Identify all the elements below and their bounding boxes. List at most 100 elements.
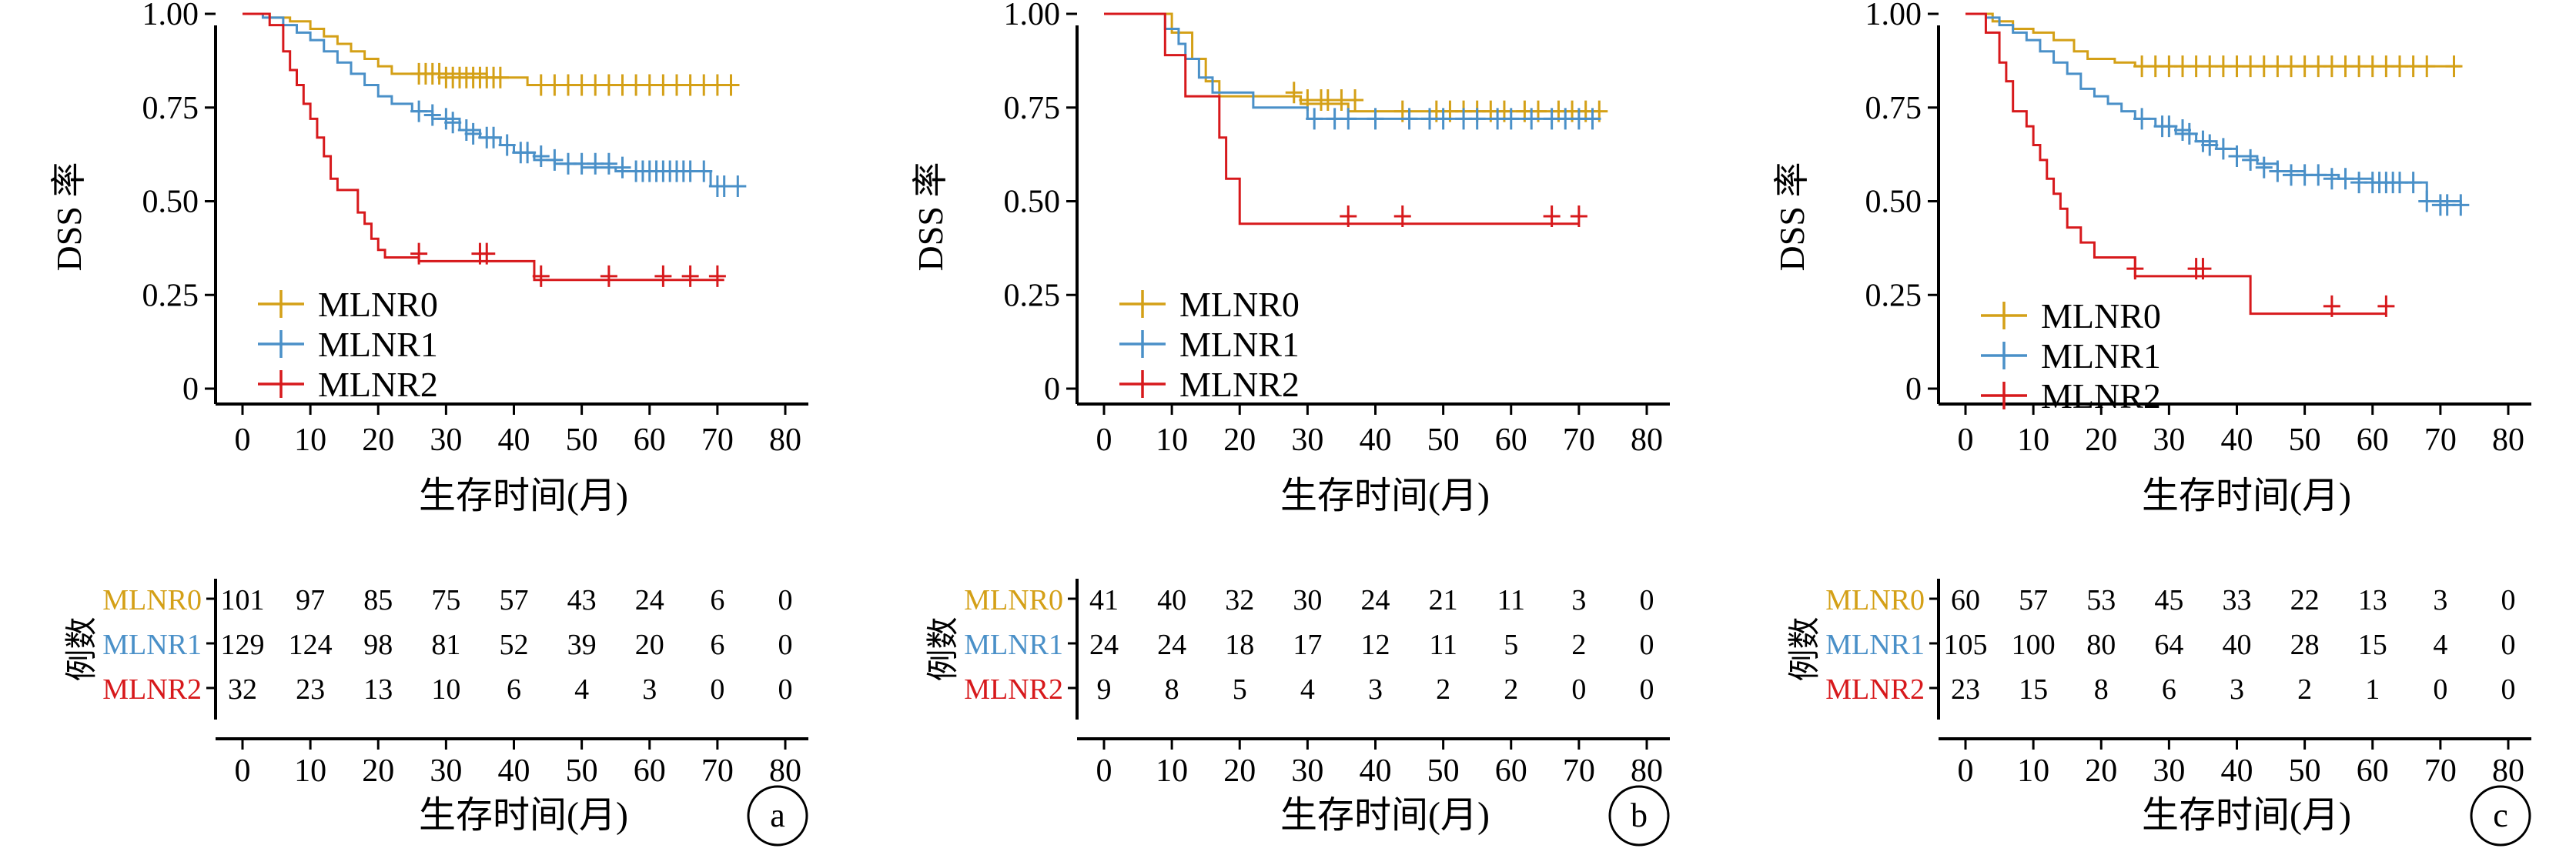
risk-x-tick-label: 20 [1223, 753, 1256, 789]
risk-x-tick-label: 70 [2424, 753, 2457, 789]
censor-mark-mlnr2 [654, 265, 672, 287]
x-tick-label: 50 [566, 422, 598, 458]
risk-count: 3 [1571, 584, 1586, 616]
legend-label-mlnr2: MLNR2 [318, 365, 438, 404]
risk-count: 0 [778, 584, 793, 616]
risk-count: 3 [642, 673, 657, 706]
y-tick-label: 0.25 [1004, 278, 1061, 313]
y-tick-label: 0.50 [142, 185, 199, 220]
censor-mark-mlnr1 [1468, 108, 1486, 130]
risk-table-title: 例数 [65, 616, 100, 681]
x-tick-label: 10 [2017, 422, 2049, 458]
risk-count: 4 [2433, 629, 2447, 661]
risk-count: 11 [1429, 629, 1457, 661]
risk-count: 3 [2433, 584, 2447, 616]
censor-mark-mlnr1 [2242, 149, 2260, 171]
risk-x-tick-label: 20 [2085, 753, 2117, 789]
x-tick-label: 80 [2492, 422, 2524, 458]
risk-count: 32 [228, 673, 257, 706]
risk-count: 0 [710, 673, 724, 706]
y-tick-label: 1.00 [1865, 0, 1922, 32]
censor-mark-mlnr0 [722, 74, 740, 96]
censor-mark-mlnr2 [2194, 258, 2212, 280]
risk-x-tick-label: 0 [1958, 753, 1974, 789]
censor-mark-mlnr2 [478, 242, 496, 265]
risk-x-tick-label: 0 [1096, 753, 1112, 789]
risk-x-tick-label: 80 [769, 753, 801, 789]
legend-label-mlnr0: MLNR0 [2041, 296, 2161, 336]
risk-row-label-mlnr2: MLNR2 [964, 673, 1063, 706]
risk-count: 60 [1951, 584, 1980, 616]
censor-mark-mlnr1 [546, 149, 564, 171]
x-tick-label: 40 [2221, 422, 2253, 458]
x-tick-label: 80 [769, 422, 801, 458]
censor-mark-mlnr1 [2310, 164, 2327, 186]
risk-count: 30 [1293, 584, 1322, 616]
km-curve-mlnr2 [1965, 12, 2387, 316]
x-tick-label: 50 [1427, 422, 1460, 458]
censor-mark-mlnr1 [614, 156, 631, 179]
y-tick-label: 0 [182, 372, 199, 407]
risk-count: 100 [2012, 629, 2056, 661]
y-axis-label: DSS 率 [911, 162, 950, 272]
x-axis-label: 生存时间(月) [2142, 476, 2351, 516]
km-curve-mlnr0 [1965, 12, 2461, 68]
risk-count: 57 [500, 584, 529, 616]
legend-symbol-mlnr2 [258, 370, 304, 398]
risk-row-label-mlnr0: MLNR0 [102, 584, 202, 616]
censor-mark-mlnr1 [2337, 168, 2354, 190]
risk-count: 4 [574, 673, 589, 706]
censor-mark-mlnr1 [2133, 108, 2151, 130]
legend-label-mlnr0: MLNR0 [318, 285, 438, 324]
risk-x-tick-label: 80 [2492, 753, 2524, 789]
censor-mark-mlnr1 [485, 126, 503, 149]
x-tick-label: 40 [1360, 422, 1392, 458]
censor-mark-mlnr0 [1347, 89, 1364, 112]
censor-mark-mlnr2 [2323, 295, 2340, 317]
risk-x-tick-label: 70 [1563, 753, 1595, 789]
legend-symbol-mlnr0 [1119, 290, 1166, 318]
y-tick-label: 0.25 [1865, 278, 1922, 313]
risk-x-tick-label: 40 [498, 753, 530, 789]
risk-x-tick-label: 20 [362, 753, 394, 789]
risk-count: 101 [221, 584, 265, 616]
x-axis-label: 生存时间(月) [419, 476, 628, 516]
censor-mark-mlnr1 [2201, 134, 2219, 156]
risk-x-tick-label: 0 [235, 753, 251, 789]
risk-x-tick-label: 40 [2221, 753, 2253, 789]
y-tick-label: 0.75 [142, 91, 199, 126]
censor-mark-mlnr1 [695, 160, 713, 182]
risk-count: 39 [567, 629, 597, 661]
censor-mark-mlnr1 [1502, 108, 1520, 130]
risk-count: 32 [1225, 584, 1254, 616]
risk-count: 129 [221, 629, 265, 661]
legend-symbol-mlnr1 [1119, 330, 1166, 358]
risk-count: 75 [431, 584, 460, 616]
risk-count: 2 [1571, 629, 1586, 661]
risk-x-tick-label: 30 [2153, 753, 2185, 789]
x-tick-label: 30 [1291, 422, 1323, 458]
risk-count: 17 [1293, 629, 1322, 661]
risk-x-tick-label: 80 [1631, 753, 1663, 789]
risk-count: 20 [635, 629, 664, 661]
risk-count: 97 [296, 584, 325, 616]
risk-x-tick-label: 30 [430, 753, 462, 789]
panel-label: a [770, 797, 785, 834]
risk-table-title: 例数 [1788, 616, 1823, 681]
legend-label-mlnr1: MLNR1 [1179, 325, 1300, 364]
censor-mark-mlnr2 [2377, 295, 2395, 317]
km-curve-mlnr1 [1104, 12, 1600, 120]
censor-mark-mlnr1 [2452, 194, 2470, 216]
panel-label: c [2493, 797, 2508, 834]
panel-label-circle [2470, 785, 2531, 847]
censor-mark-mlnr2 [708, 265, 726, 287]
censor-mark-mlnr1 [444, 112, 462, 134]
risk-count: 45 [2154, 584, 2183, 616]
risk-count: 0 [2501, 629, 2516, 661]
risk-x-tick-label: 10 [1156, 753, 1188, 789]
risk-count: 0 [2501, 673, 2516, 706]
